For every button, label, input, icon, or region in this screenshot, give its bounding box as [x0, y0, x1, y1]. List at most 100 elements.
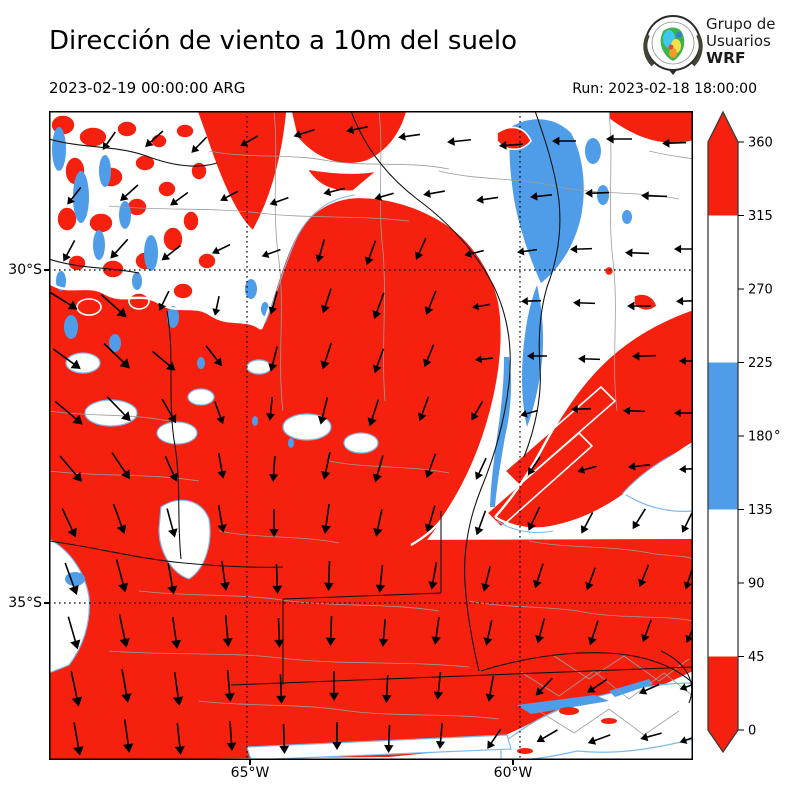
wind-arrow [681, 512, 693, 533]
wind-arrow [121, 669, 132, 703]
wind-arrow [240, 135, 259, 147]
colorbar-tick-label: 315 [748, 209, 773, 224]
wind-arrow [499, 140, 524, 150]
wind-arrow [372, 455, 384, 483]
wind-arrow [212, 243, 231, 255]
wind-arrow [315, 239, 326, 263]
y-tick-mark-30s [44, 269, 49, 271]
wind-arrow [517, 247, 538, 256]
wind-arrow [424, 505, 436, 533]
wind-arrow [585, 567, 596, 591]
wind-arrow [102, 131, 116, 151]
wind-arrow [431, 617, 441, 645]
wind-arrow [274, 617, 285, 648]
wind-arrow [174, 723, 185, 755]
wind-arrow [151, 350, 176, 371]
wind-arrow [323, 187, 345, 197]
wind-arrow [373, 509, 383, 537]
wind-arrow [269, 196, 289, 206]
wind-arrow [625, 248, 650, 258]
colorbar-tick-label: 270 [748, 283, 773, 298]
wind-arrow [587, 678, 608, 693]
wind-arrow [164, 455, 178, 482]
x-tick-mark-65w [249, 760, 251, 765]
wind-arrow [623, 406, 646, 416]
colorbar-tick-label: 0 [748, 724, 756, 739]
wind-arrow [487, 728, 502, 749]
colorbar-tick-label: 135 [748, 503, 773, 518]
wind-direction-map [48, 110, 700, 761]
graticule-layer [49, 111, 693, 760]
colorbar-segment [708, 142, 738, 216]
wind-arrow [224, 669, 235, 702]
wind-arrow [67, 616, 81, 650]
wind-arrow [103, 342, 130, 369]
wind-arrow [417, 396, 430, 422]
wind-arrow [268, 346, 278, 372]
wind-arrow [266, 396, 275, 421]
wind-arrow [367, 399, 380, 427]
wind-arrow [375, 564, 386, 593]
wind-arrow [226, 720, 237, 751]
wind-arrow [329, 671, 339, 701]
colorbar-tick-label: 225 [748, 356, 773, 371]
wind-arrow [217, 453, 227, 479]
wind-arrow [536, 729, 558, 743]
wind-arrow [52, 348, 81, 369]
wind-arrow [166, 508, 178, 538]
wind-arrow [587, 734, 611, 745]
wind-arrow [632, 351, 657, 361]
wind-arrow [627, 301, 651, 311]
colorbar-unit-label: ° [774, 429, 781, 444]
wind-arrow [374, 192, 394, 201]
wind-arrow [122, 719, 134, 753]
y-tick-label-30s: 30°S [8, 262, 42, 278]
wind-arrow [293, 128, 315, 139]
wind-arrow [435, 722, 446, 749]
wind-arrow [433, 671, 444, 700]
wind-arrow [447, 137, 472, 146]
wind-arrow [50, 291, 78, 310]
wind-arrow [332, 722, 342, 750]
wind-arrow [110, 238, 129, 259]
wind-arrow [59, 455, 82, 483]
admin-boundaries-layer [48, 110, 694, 736]
wind-arrow [317, 397, 329, 425]
wind-arrow [320, 342, 333, 370]
logo-text-line1: Grupo de [706, 15, 776, 33]
wind-arrow [638, 683, 660, 695]
colorbar-tick-label: 360 [748, 136, 773, 151]
wind-arrow [476, 195, 499, 204]
wind-arrow [217, 505, 227, 533]
colorbar-tick-label: 90 [748, 577, 765, 592]
wind-arrow [70, 671, 83, 707]
wind-arrow [118, 614, 130, 648]
wind-arrow [167, 563, 178, 595]
wind-arrow [269, 509, 279, 537]
wind-arrow [587, 620, 599, 646]
colorbar-under-arrow [708, 730, 738, 752]
colorbar-segment [708, 509, 738, 657]
page-title: Dirección de viento a 10m del suelo [49, 26, 518, 56]
wind-arrow [415, 237, 427, 260]
wind-arrow [628, 462, 651, 471]
wind-arrow [172, 672, 184, 706]
wind-arrow [585, 188, 610, 198]
wind-arrow [112, 503, 127, 535]
wind-arrow [115, 559, 129, 593]
wind-arrow [120, 184, 139, 202]
wind-arrow [640, 732, 662, 742]
wind-arrow [54, 400, 83, 425]
wind-arrow [381, 674, 392, 703]
wind-arrow [423, 189, 445, 198]
wind-arrow [111, 452, 130, 480]
wind-arrow [475, 457, 487, 480]
wind-arrow [527, 506, 541, 531]
blue-fill-layer [52, 119, 653, 714]
white-holes-layer [48, 352, 694, 761]
wind-arrow [261, 248, 281, 258]
run-time-label: Run: 2023-02-18 18:00:00 [572, 81, 757, 97]
wind-arrow [212, 296, 221, 316]
wind-arrow [276, 673, 287, 704]
wind-arrow [632, 508, 647, 530]
